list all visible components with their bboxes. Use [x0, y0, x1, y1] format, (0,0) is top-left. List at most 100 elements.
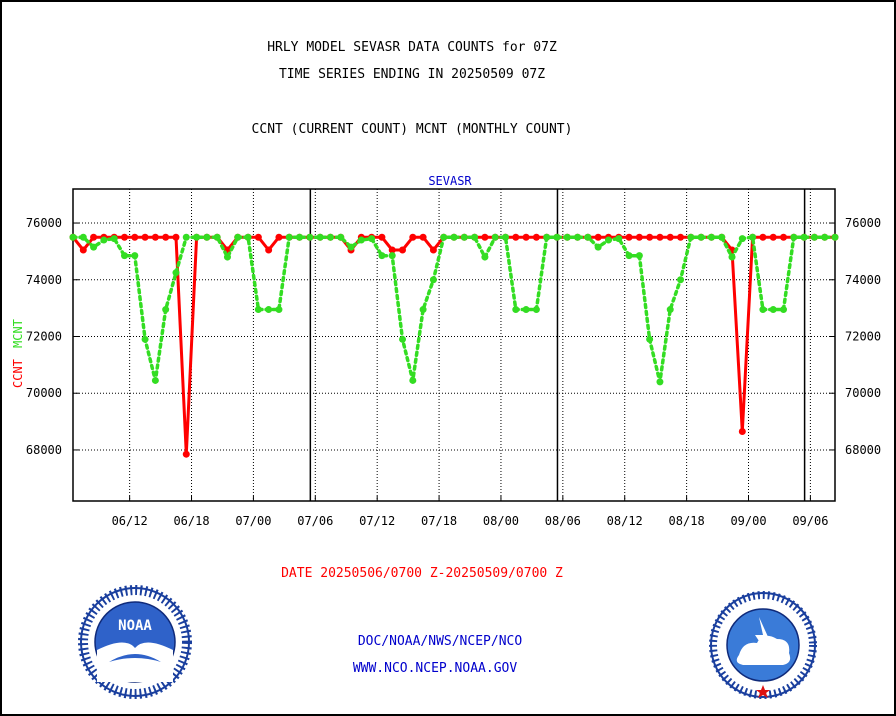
data-point-ccnt: [182, 450, 190, 458]
y-tick-label: 74000: [26, 273, 62, 287]
data-point-mcnt: [223, 253, 231, 261]
y-tick-label: 68000: [26, 443, 62, 457]
data-point-mcnt: [574, 233, 582, 241]
data-point-mcnt: [110, 235, 118, 243]
website-url[interactable]: WWW.NCO.NCEP.NOAA.GOV: [353, 661, 518, 676]
data-point-mcnt: [460, 233, 468, 241]
data-point-mcnt: [800, 233, 808, 241]
data-point-ccnt: [656, 233, 664, 241]
data-point-mcnt: [265, 306, 273, 314]
data-point-mcnt: [501, 233, 509, 241]
data-point-mcnt: [604, 236, 612, 244]
chart-title-line2: TIME SERIES ENDING IN 20250509 07Z: [278, 67, 546, 82]
data-point-ccnt: [399, 246, 407, 254]
data-point-mcnt: [831, 233, 839, 241]
data-point-ccnt: [162, 233, 170, 241]
data-point-mcnt: [378, 252, 386, 260]
data-point-mcnt: [615, 235, 623, 243]
data-point-ccnt: [172, 233, 180, 241]
x-tick-label: 07/18: [421, 514, 457, 528]
data-point-mcnt: [131, 252, 139, 260]
data-point-mcnt: [419, 306, 427, 314]
y-tick-label: 70000: [845, 386, 881, 400]
x-tick-label: 09/06: [792, 514, 828, 528]
chart-title-line1: HRLY MODEL SEVASR DATA COUNTS for 07Z: [267, 40, 557, 55]
data-point-mcnt: [594, 243, 602, 251]
y-tick-label: 70000: [26, 386, 62, 400]
data-point-mcnt: [728, 253, 736, 261]
data-point-ccnt: [635, 233, 643, 241]
data-point-mcnt: [90, 243, 98, 251]
data-point-mcnt: [326, 233, 334, 241]
chart-legend-description: CCNT (CURRENT COUNT) MCNT (MONTHLY COUNT…: [251, 122, 573, 137]
data-point-mcnt: [79, 233, 87, 241]
x-tick-label: 06/12: [112, 514, 148, 528]
data-point-mcnt: [543, 233, 551, 241]
data-point-mcnt: [151, 376, 159, 384]
data-point-ccnt: [254, 233, 262, 241]
data-point-mcnt: [337, 233, 345, 241]
data-point-mcnt: [69, 233, 77, 241]
data-point-mcnt: [810, 233, 818, 241]
data-point-ccnt: [512, 233, 520, 241]
data-point-mcnt: [316, 233, 324, 241]
data-point-mcnt: [697, 233, 705, 241]
data-point-mcnt: [532, 306, 540, 314]
data-point-ccnt: [378, 233, 386, 241]
data-point-mcnt: [275, 306, 283, 314]
nws-logo: [709, 591, 817, 699]
data-point-ccnt: [481, 233, 489, 241]
data-point-ccnt: [677, 233, 685, 241]
org-path-label: DOC/NOAA/NWS/NCEP/NCO: [358, 634, 523, 649]
data-point-ccnt: [780, 233, 788, 241]
data-point-mcnt: [440, 233, 448, 241]
data-point-mcnt: [563, 233, 571, 241]
data-point-mcnt: [707, 233, 715, 241]
x-tick-label: 07/00: [235, 514, 271, 528]
y-tick-label: 76000: [26, 216, 62, 230]
x-tick-label: 09/00: [730, 514, 766, 528]
series-ccnt: [69, 233, 839, 458]
data-point-mcnt: [646, 335, 654, 343]
y-tick-label: 76000: [845, 216, 881, 230]
data-point-ccnt: [429, 246, 437, 254]
grid-lines: [73, 189, 835, 501]
x-tick-label: 08/00: [483, 514, 519, 528]
y-axis-label: CCNT MCNT: [11, 319, 25, 388]
data-point-mcnt: [635, 252, 643, 260]
y-axis-right: 68000 70000 72000 74000 76000: [829, 216, 881, 457]
data-point-ccnt: [120, 233, 128, 241]
y-axis-label-mcnt: MCNT: [11, 319, 25, 348]
data-point-mcnt: [388, 252, 396, 260]
y-axis-label-ccnt: CCNT: [11, 359, 25, 388]
data-point-mcnt: [471, 233, 479, 241]
data-point-ccnt: [666, 233, 674, 241]
series-line-ccnt: [71, 235, 837, 456]
data-point-ccnt: [90, 233, 98, 241]
data-point-mcnt: [450, 233, 458, 241]
day-separators: [309, 189, 806, 501]
x-axis: 06/12 06/18 07/00 07/06 07/12 07/18 08/00 08/06…: [112, 496, 828, 528]
data-point-mcnt: [666, 306, 674, 314]
data-point-mcnt: [429, 276, 437, 284]
data-point-mcnt: [512, 306, 520, 314]
data-point-mcnt: [141, 335, 149, 343]
x-tick-label: 08/12: [607, 514, 643, 528]
data-point-mcnt: [625, 252, 633, 260]
date-range-label: DATE 20250506/0700 Z-20250509/0700 Z: [281, 566, 563, 581]
data-point-mcnt: [347, 243, 355, 251]
data-point-mcnt: [718, 233, 726, 241]
series-layer: [69, 233, 839, 458]
data-point-mcnt: [656, 378, 664, 386]
data-point-mcnt: [481, 253, 489, 261]
y-tick-label: 74000: [845, 273, 881, 287]
data-point-mcnt: [399, 335, 407, 343]
x-tick-label: 08/18: [669, 514, 705, 528]
data-point-mcnt: [759, 306, 767, 314]
data-point-mcnt: [553, 233, 561, 241]
noaa-logo-text: NOAA: [118, 618, 152, 634]
data-point-ccnt: [646, 233, 654, 241]
x-tick-label: 06/18: [173, 514, 209, 528]
data-point-mcnt: [213, 233, 221, 241]
